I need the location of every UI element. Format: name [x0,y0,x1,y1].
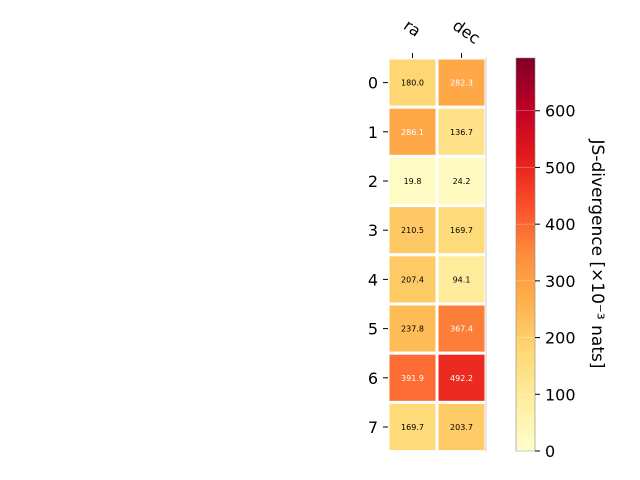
cell-value-label: 282.3 [450,79,473,88]
cell-value-label: 19.8 [404,177,422,186]
heatmap: 180.0 282.3 286.1 136.7 19.8 24.2 210.5 169.7 20… [386,56,488,454]
row-label: 3 [368,221,378,240]
colorbar-ticks: 0 100 200 300 400 500 600 [516,102,576,461]
cell-value-label: 207.4 [401,275,424,284]
heatmap-cell [435,253,488,306]
cell-value-label: 203.7 [450,423,473,432]
cell-value-label: 367.4 [450,325,473,334]
colorbar-tick-label: 200 [545,329,576,348]
row-label: 5 [368,320,378,339]
row-label: 6 [368,369,378,388]
row-labels: 0 1 2 3 4 5 6 7 [368,74,388,437]
cell-value-label: 94.1 [453,275,471,284]
cell-value-label: 286.1 [401,128,424,137]
column-labels: ra dec [400,16,484,58]
colorbar: 0 100 200 300 400 500 600 JS-divergence [×10⁻³… [515,57,607,461]
cell-value-label: 237.8 [401,325,424,334]
row-label: 7 [368,418,378,437]
row-label: 4 [368,270,378,289]
colorbar-tick-label: 100 [545,385,576,404]
cell-value-label: 391.9 [401,374,424,383]
cell-value-label: 169.7 [450,226,473,235]
cell-value-label: 180.0 [401,79,424,88]
row-label: 0 [368,74,378,93]
colorbar-gradient [515,57,536,452]
colorbar-tick-label: 400 [545,215,576,234]
cell-value-label: 136.7 [450,128,473,137]
colorbar-tick-label: 600 [545,102,576,121]
cell-value-label: 169.7 [401,423,424,432]
cell-value-label: 24.2 [453,177,471,186]
colorbar-tick-label: 500 [545,158,576,177]
column-label: ra [400,16,424,41]
colorbar-label: JS-divergence [×10⁻³ nats] [587,139,607,369]
cell-value-label: 210.5 [401,226,424,235]
heatmap-cell [435,204,488,257]
heatmap-cell [435,400,488,454]
row-label: 1 [368,123,378,142]
colorbar-tick-label: 0 [545,442,555,461]
column-label: dec [449,16,483,48]
row-label: 2 [368,172,378,191]
cell-value-label: 492.2 [450,374,473,383]
colorbar-tick-label: 300 [545,272,576,291]
